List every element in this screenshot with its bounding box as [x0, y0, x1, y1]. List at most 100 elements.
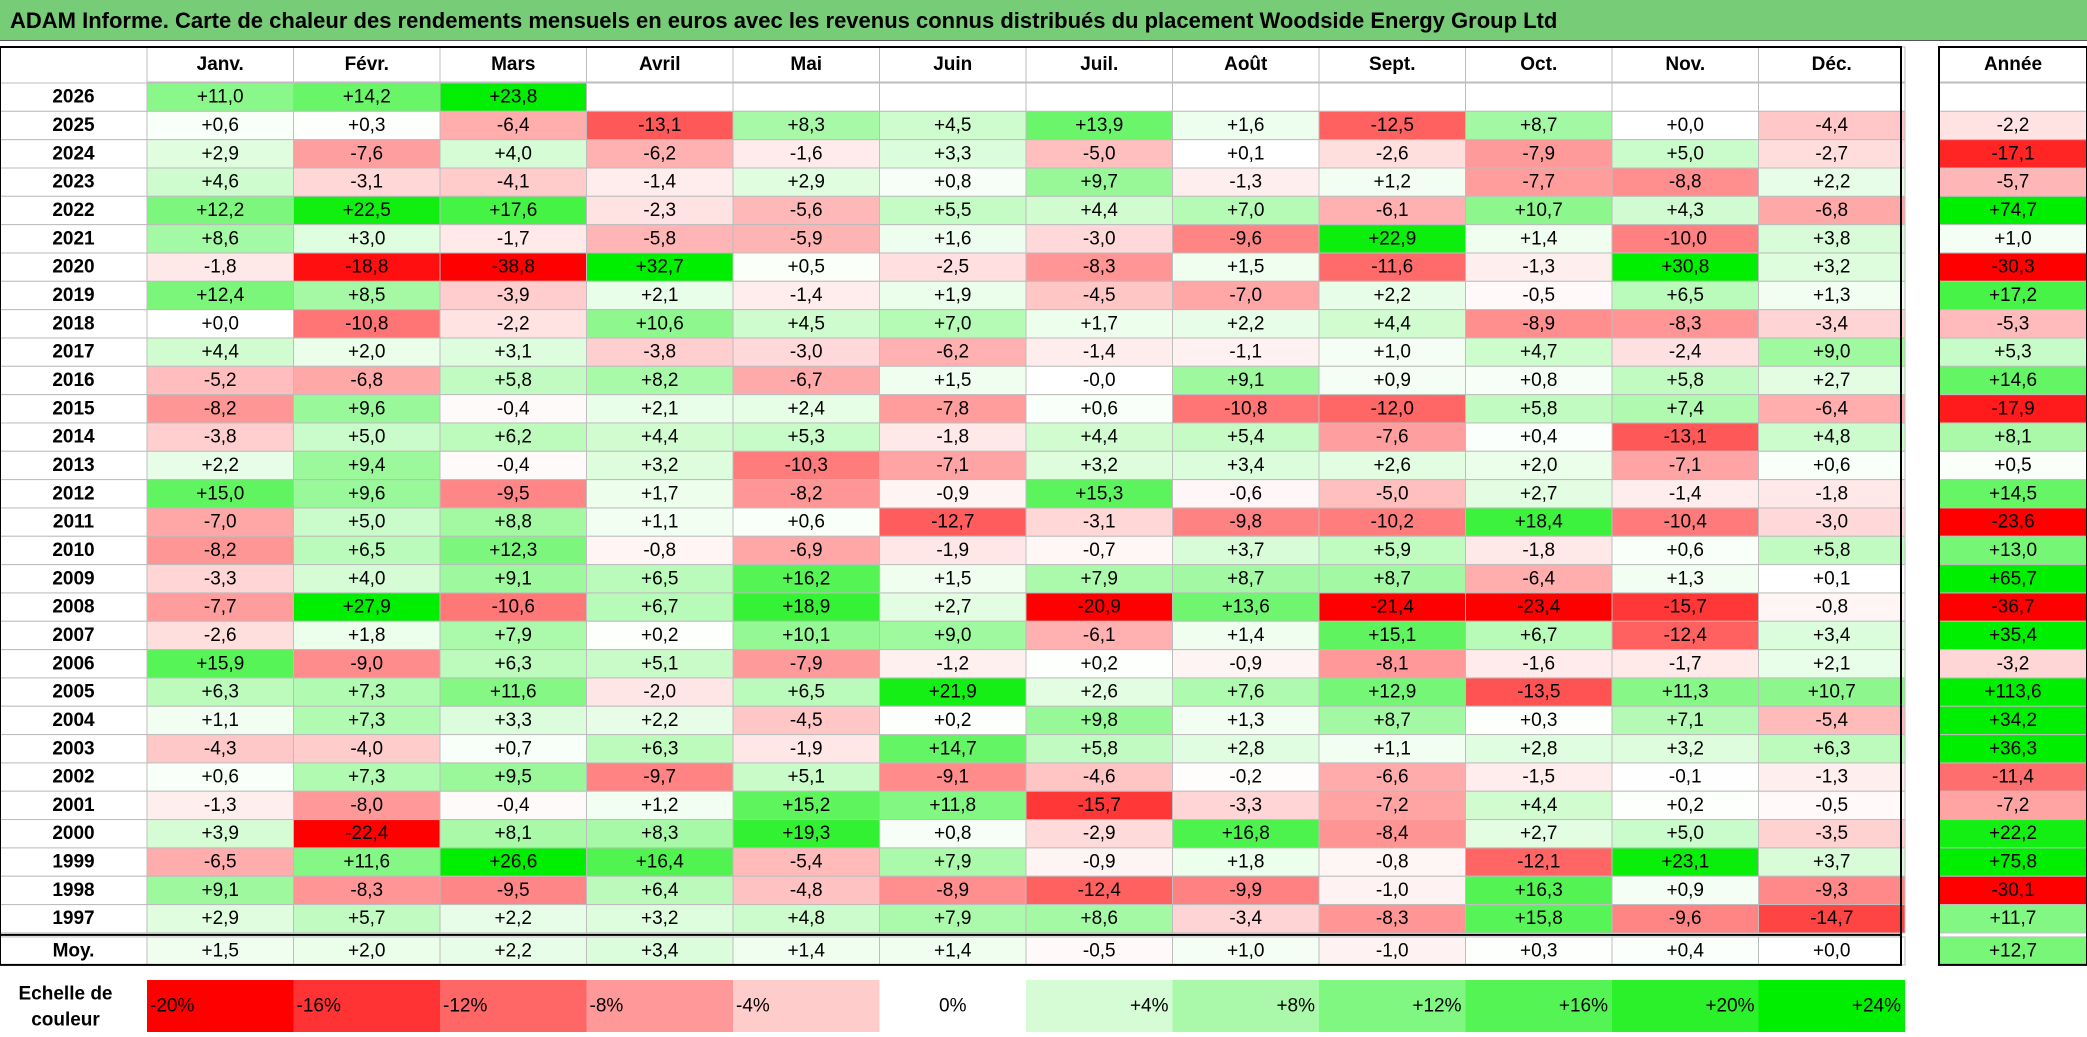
heatmap-cell-value: +6,4: [641, 880, 679, 901]
average-value: -1,0: [1376, 940, 1409, 961]
heatmap-cell-value: -0,9: [1229, 653, 1262, 674]
heatmap-cell-value: +2,7: [1520, 483, 1558, 504]
heatmap-cell: [1172, 337, 1320, 367]
heatmap-cell: [293, 535, 441, 566]
heatmap-cell-value: -3,8: [204, 427, 237, 448]
scale-swatch: [586, 980, 733, 1032]
heatmap-cell-value: -2,6: [1376, 143, 1409, 164]
heatmap-cell: [1465, 649, 1613, 679]
heatmap-cell-value: +5,0: [1666, 823, 1704, 844]
average-cell: [879, 936, 1027, 966]
heatmap-cell-value: +0,2: [934, 710, 972, 731]
heatmap-cell-value: +11,6: [343, 852, 390, 873]
heatmap-cell-value: -10,2: [1371, 512, 1414, 533]
heatmap-cell: [1318, 847, 1466, 877]
heatmap-cell: [732, 507, 880, 537]
heatmap-cell: [1758, 337, 1906, 367]
year-label: 2012: [52, 483, 94, 504]
year-total-value: +11,7: [1990, 908, 2037, 929]
heatmap-cell-value: -7,0: [1229, 285, 1262, 306]
heatmap-cell-value: -1,3: [1522, 257, 1555, 278]
heatmap-cell-value: +1,1: [1373, 738, 1411, 759]
heatmap-cell: [1172, 167, 1320, 197]
heatmap-cell-value: +2,7: [934, 597, 972, 618]
heatmap-cell-value: -10,8: [345, 313, 388, 334]
heatmap-cell-value: +0,5: [787, 257, 825, 278]
heatmap-cell: [1611, 734, 1759, 764]
heatmap-cell-value: -15,7: [1078, 795, 1121, 816]
heatmap-cell-value: -12,0: [1371, 398, 1414, 419]
year-label: 2018: [52, 313, 94, 334]
heatmap-cell-value: -1,4: [643, 172, 676, 193]
year-label: 1998: [52, 880, 94, 901]
heatmap-cell-value: +4,3: [1666, 200, 1704, 221]
heatmap-cell: [1172, 224, 1320, 254]
heatmap-cell: [439, 280, 587, 311]
heatmap-cell-value: -9,5: [497, 483, 530, 504]
year-cell: [0, 280, 148, 311]
year-total-value: +113,6: [1984, 682, 2041, 703]
year-total-value: +1,0: [1994, 228, 2032, 249]
heatmap-cell-value: +5,0: [348, 512, 386, 533]
heatmap-cell: [1025, 819, 1173, 849]
average-total-value: +12,7: [1989, 940, 2037, 961]
heatmap-cell-value: +7,9: [934, 852, 972, 873]
heatmap-cell: [1465, 110, 1613, 141]
heatmap-cell-value: -9,3: [1815, 880, 1848, 901]
heatmap-cell: [1465, 507, 1613, 537]
heatmap-cell: [1172, 620, 1320, 651]
heatmap-cell: [879, 309, 1027, 339]
heatmap-cell: [1465, 479, 1613, 509]
heatmap-cell-value: -5,8: [643, 228, 676, 249]
heatmap-cell-value: -8,9: [1522, 313, 1555, 334]
year-total-value: +8,1: [1994, 427, 2032, 448]
heatmap-cell-value: +9,6: [348, 398, 386, 419]
heatmap-cell-value: +10,1: [782, 625, 830, 646]
year-label: 2022: [52, 200, 94, 221]
heatmap-cell-value: -4,5: [790, 710, 823, 731]
year-label: 2000: [52, 823, 94, 844]
heatmap-cell-value: +1,2: [1373, 172, 1411, 193]
heatmap-cell: [1465, 819, 1613, 849]
heatmap-cell: [586, 705, 734, 736]
year-cell: [0, 252, 148, 282]
heatmap-cell-value: -7,6: [350, 143, 383, 164]
year-total-value: +14,6: [1989, 370, 2037, 391]
heatmap-cell-value: -7,9: [790, 653, 823, 674]
scale-swatch: [1026, 980, 1173, 1032]
heatmap-cell-value: +2,1: [641, 398, 679, 419]
year-label: 2006: [52, 653, 94, 674]
heatmap-cell-value: +15,2: [782, 795, 830, 816]
year-cell: [0, 309, 148, 339]
heatmap-cell-value: -18,8: [345, 257, 388, 278]
heatmap-cell-value: +0,8: [934, 823, 972, 844]
year-total-cell: [1938, 365, 2087, 396]
year-cell: [0, 110, 148, 141]
heatmap-cell: [1172, 195, 1320, 226]
heatmap-cell: [146, 762, 294, 792]
total-table-border: [1938, 46, 2087, 966]
heatmap-cell: [586, 649, 734, 679]
heatmap-cell-value: -1,3: [1229, 172, 1262, 193]
heatmap-cell: [732, 82, 880, 112]
month-header-cell: [1611, 46, 1759, 83]
year-label: 2002: [52, 767, 94, 788]
heatmap-cell: [1172, 280, 1320, 311]
heatmap-cell-value: -0,8: [1376, 852, 1409, 873]
heatmap-cell-value: -9,0: [350, 653, 383, 674]
heatmap-cell: [1318, 904, 1466, 934]
heatmap-cell-value: +6,3: [494, 653, 532, 674]
scale-swatch: [1612, 980, 1759, 1032]
heatmap-cell-value: +2,2: [201, 455, 239, 476]
heatmap-cell-value: -0,5: [1522, 285, 1555, 306]
heatmap-cell: [1172, 422, 1320, 452]
heatmap-cell: [1611, 535, 1759, 566]
average-cell: [1611, 936, 1759, 966]
heatmap-cell-value: +12,2: [196, 200, 244, 221]
heatmap-cell-value: +16,2: [782, 568, 830, 589]
heatmap-cell-value: -1,0: [1376, 880, 1409, 901]
heatmap-cell: [586, 734, 734, 764]
month-header-cell: [732, 46, 880, 83]
heatmap-cell-value: -7,2: [1376, 795, 1409, 816]
heatmap-cell: [1758, 479, 1906, 509]
